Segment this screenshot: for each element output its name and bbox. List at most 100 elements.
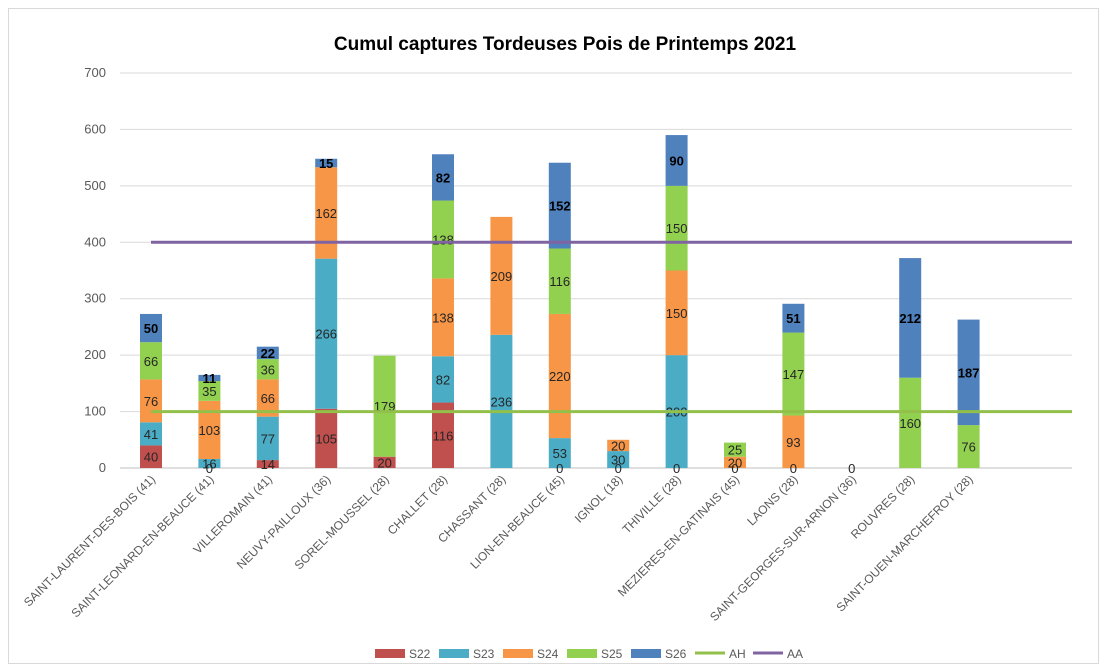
data-label-s23: 77 <box>261 431 275 446</box>
bar-s23 <box>548 438 571 468</box>
y-tick-label: 500 <box>84 178 106 193</box>
legend-label-aa: AA <box>787 647 803 661</box>
data-label-s22: 105 <box>315 431 337 446</box>
bar-s23 <box>140 422 162 446</box>
bar-s26 <box>140 313 162 343</box>
data-label-zero: 0 <box>790 461 797 476</box>
bar-s25 <box>957 425 980 468</box>
data-label-s26: 51 <box>786 311 800 326</box>
data-label-s24: 76 <box>144 394 158 409</box>
data-label-s25: 66 <box>144 354 158 369</box>
y-tick-label: 200 <box>84 347 106 362</box>
bar-s26 <box>957 319 980 426</box>
x-category-label: CHALLET (28) <box>385 472 450 537</box>
bar-s26 <box>315 158 338 168</box>
data-label-s25: 76 <box>961 440 975 455</box>
bar-s24 <box>315 167 338 259</box>
legend-label-s22: S22 <box>409 647 431 661</box>
bar-s22 <box>256 460 279 468</box>
data-label-s25: 116 <box>549 274 570 289</box>
x-category-label: LAONS (28) <box>744 472 800 528</box>
data-label-s26: 82 <box>436 170 450 185</box>
data-label-s24: 20 <box>728 455 742 470</box>
bar-s23 <box>490 334 513 468</box>
data-label-s23: 41 <box>144 427 158 442</box>
data-label-zero: 0 <box>206 461 213 476</box>
bar-s24 <box>782 415 805 468</box>
bar-s24 <box>607 439 630 452</box>
bar-s26 <box>782 303 805 333</box>
data-label-s25: 147 <box>783 367 805 382</box>
data-label-s23: 82 <box>436 372 450 387</box>
bar-s24 <box>198 400 221 459</box>
data-label-s26: 15 <box>319 156 333 171</box>
bar-s25 <box>432 200 454 279</box>
data-label-s24: 66 <box>261 391 275 406</box>
data-label-s25: 150 <box>666 221 688 236</box>
y-tick-label: 100 <box>84 404 106 419</box>
bar-s26 <box>899 258 922 378</box>
y-tick-label: 600 <box>84 121 106 136</box>
data-label-s23: 16 <box>202 456 216 471</box>
data-label-s24: 150 <box>666 306 688 321</box>
legend-label-s26: S26 <box>665 647 687 661</box>
data-label-s25: 36 <box>261 362 275 377</box>
legend-swatch-s22 <box>375 649 405 658</box>
data-label-s23: 53 <box>553 446 567 461</box>
data-label-s22: 14 <box>261 457 275 472</box>
bar-s23 <box>607 451 630 468</box>
x-category-label: MEZIERES-EN-GATINAIS (45) <box>615 472 742 599</box>
data-label-s26: 50 <box>144 321 158 336</box>
reference-lines <box>151 240 1072 414</box>
x-category-label: IGNOL (18) <box>572 472 625 525</box>
y-tick-label: 700 <box>84 65 106 80</box>
data-label-s25: 35 <box>202 384 216 399</box>
data-label-s24: 209 <box>491 269 513 284</box>
bar-s23 <box>256 416 279 461</box>
legend: S22 S23 S24 S25 S26 AH AA <box>375 647 803 661</box>
bar-s25 <box>548 248 571 314</box>
bar-s26 <box>432 154 454 201</box>
x-axis-labels: SAINT-LAURENT-DES-BOIS (41)SAINT-LEONARD… <box>21 472 976 624</box>
legend-label-s23: S23 <box>473 647 495 661</box>
bar-s22 <box>315 408 338 468</box>
data-label-s26: 212 <box>899 311 921 326</box>
bar-s24 <box>724 456 746 468</box>
legend-label-s25: S25 <box>601 647 623 661</box>
x-category-label: THIVILLE (28) <box>620 472 684 536</box>
bar-s25 <box>899 377 922 468</box>
data-label-s25: 138 <box>432 232 454 247</box>
data-label-s26: 90 <box>669 153 683 168</box>
bar-s26 <box>256 346 279 360</box>
data-label-s24: 103 <box>199 423 221 438</box>
bar-s22 <box>373 456 396 468</box>
data-label-s24: 20 <box>611 438 625 453</box>
bar-s24 <box>548 313 571 439</box>
data-label-s26: 152 <box>549 199 571 214</box>
data-label-s23: 236 <box>491 394 513 409</box>
bar-s26 <box>198 374 221 382</box>
bar-s26 <box>548 162 571 249</box>
bar-s24 <box>432 278 454 357</box>
bar-s25 <box>198 381 221 401</box>
bar-s25 <box>782 332 805 416</box>
bar-s23 <box>198 458 221 468</box>
data-label-zero: 0 <box>556 461 563 476</box>
y-axis-ticks: 0 100 200 300 400 500 600 700 <box>84 65 106 475</box>
data-label-s23: 266 <box>315 327 337 342</box>
bar-s24 <box>490 216 513 335</box>
y-tick-label: 300 <box>84 291 106 306</box>
legend-swatch-s24 <box>503 649 533 658</box>
legend-label-s24: S24 <box>537 647 559 661</box>
data-label-zero: 0 <box>731 461 738 476</box>
bar-s23 <box>432 356 454 403</box>
data-label-s24: 138 <box>432 310 454 325</box>
legend-swatch-s23 <box>439 649 469 658</box>
data-label-s26: 187 <box>958 365 980 380</box>
y-tick-label: 0 <box>99 460 106 475</box>
legend-label-ah: AH <box>729 647 746 661</box>
data-label-zero: 0 <box>615 461 622 476</box>
data-label-s24: 93 <box>786 435 800 450</box>
legend-swatch-s25 <box>567 649 597 658</box>
